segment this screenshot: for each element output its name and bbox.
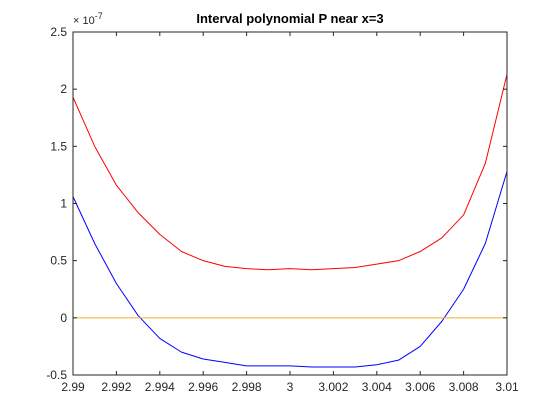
x-tick-label: 3.002	[318, 380, 348, 394]
x-tick-label: 2.99	[61, 380, 85, 394]
series-layer	[72, 74, 508, 368]
x-tick-label: 2.998	[232, 380, 262, 394]
tick-layer: 2.99 2.992 2.994 2.996 2.998 3 3.002 3.004 3.006…	[46, 25, 519, 394]
x-tick-label: 3.01	[495, 380, 519, 394]
y-tick-label: 1.5	[50, 139, 67, 153]
y-exponent-base: × 10	[73, 15, 95, 27]
plot-area	[73, 32, 507, 375]
y-exponent-power: -7	[95, 11, 103, 21]
x-tick-label: 2.992	[101, 380, 131, 394]
x-tick-label: 2.994	[145, 380, 175, 394]
y-tick-label: -0.5	[46, 368, 67, 382]
upper-bound-line	[72, 74, 508, 271]
y-tick-label: 2.5	[50, 25, 67, 39]
lower-bound-line	[72, 171, 508, 368]
x-tick-label: 3.004	[362, 380, 392, 394]
x-tick-label: 2.996	[188, 380, 218, 394]
x-tick-label: 3.008	[449, 380, 479, 394]
chart-title: Interval polynomial P near x=3	[196, 11, 383, 26]
y-tick-label: 2	[60, 82, 67, 96]
x-tick-label: 3.006	[405, 380, 435, 394]
y-tick-label: 1	[60, 197, 67, 211]
y-tick-label: 0	[60, 311, 67, 325]
x-tick-label: 3	[287, 380, 294, 394]
y-exponent-label: × 10-7	[73, 11, 103, 27]
y-tick-label: 0.5	[50, 254, 67, 268]
